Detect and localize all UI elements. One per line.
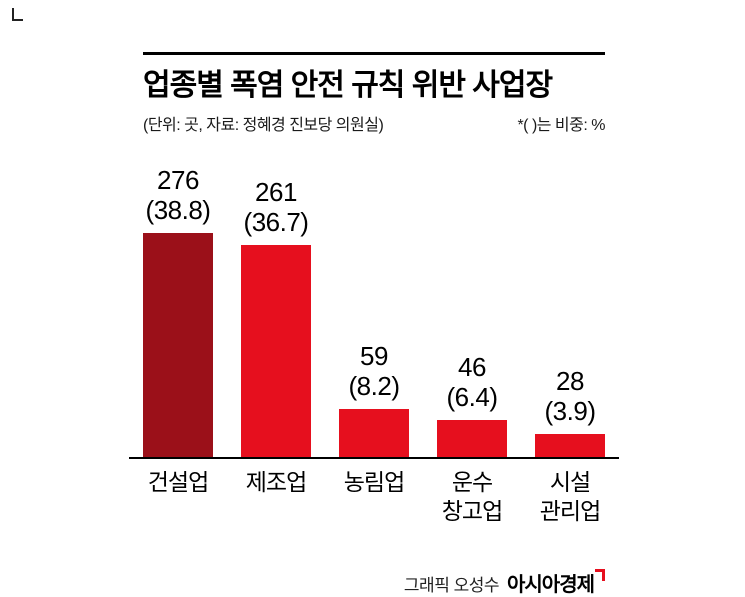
value-label: 46 (6.4) [446,351,498,413]
bar-column: 59 (8.2) [339,341,409,457]
category-label-row: 건설업 제조업 농림업 운수 창고업 시설 관리업 [143,459,605,526]
bar-column: 46 (6.4) [437,352,507,457]
category-label: 건설업 [147,469,209,495]
category-label: 농림업 [343,469,405,495]
bar [241,245,311,457]
bar [437,420,507,457]
brand-logo: 아시아경제 [507,573,595,596]
bar-column: 28 (3.9) [535,366,605,457]
subtitle-unit-source: (단위: 곳, 자료: 정혜경 진보당 의원실) [143,117,384,134]
corner-decoration-icon [12,8,23,21]
graphic-credit: 그래픽 오성수 [403,575,500,595]
chart-header: 업종별 폭염 안전 규칙 위반 사업장 (단위: 곳, 자료: 정혜경 진보당 … [143,52,605,135]
category-label: 운수 창고업 [441,469,503,524]
footer: 그래픽 오성수 아시아경제 [143,568,605,597]
page-title: 업종별 폭염 안전 규칙 위반 사업장 [143,69,553,102]
brand-mark-icon [595,568,605,581]
value-label: 28 (3.9) [544,365,596,427]
value-label: 276 (38.8) [145,164,211,226]
bar [339,409,409,457]
category-label: 제조업 [245,469,307,495]
bar-chart: 276 (38.8) 261 (36.7) 59 (8.2) 46 (6.4) 28 (… [143,161,605,457]
bar [143,233,213,457]
value-label: 59 (8.2) [348,340,400,402]
value-label: 261 (36.7) [243,176,309,238]
category-label: 시설 관리업 [539,469,601,524]
bar-column: 261 (36.7) [241,177,311,457]
bar-column: 276 (38.8) [143,165,213,457]
subtitle-note: *( )는 비중: % [517,117,605,134]
bar [535,434,605,457]
infographic: 업종별 폭염 안전 규칙 위반 사업장 (단위: 곳, 자료: 정혜경 진보당 … [129,52,619,597]
subtitle-row: (단위: 곳, 자료: 정혜경 진보당 의원실) *( )는 비중: % [143,111,605,135]
chart-baseline-axis [129,457,619,459]
